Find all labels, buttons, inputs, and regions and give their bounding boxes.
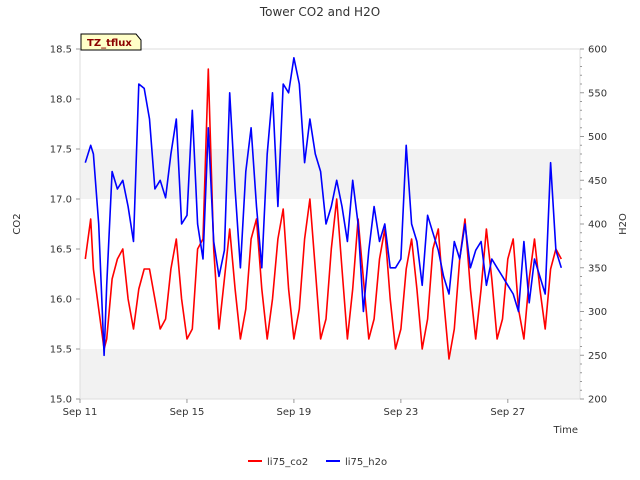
y-left-tick-label: 16.5 xyxy=(50,245,72,256)
legend: li75_co2 li75_h2o xyxy=(248,457,387,468)
series-line-li75_co2 xyxy=(84,68,563,360)
y-right-tick-label: 600 xyxy=(588,45,607,56)
legend-label-h2o: li75_h2o xyxy=(345,457,387,468)
y-left-tick-label: 15.0 xyxy=(50,395,72,406)
y-left-tick-label: 16.0 xyxy=(50,295,72,306)
badge-label: TZ_tflux xyxy=(87,38,132,49)
y-right-tick-label: 550 xyxy=(588,88,607,99)
y-right-tick-label: 350 xyxy=(588,263,607,274)
grid-band xyxy=(80,349,580,399)
grid-bands xyxy=(80,49,580,399)
tz-badge: TZ_tflux xyxy=(80,33,142,51)
y-right-tick-label: 450 xyxy=(588,176,607,187)
legend-label-co2: li75_co2 xyxy=(267,457,308,468)
y-axis-right-title: H2O xyxy=(618,213,629,235)
y-right-tick-label: 500 xyxy=(588,132,607,143)
grid-band xyxy=(80,49,580,99)
badge-shape xyxy=(80,33,142,51)
y-left-tick-label: 18.5 xyxy=(50,45,72,56)
series-line-li75_h2o xyxy=(84,56,563,357)
x-tick-label: Sep 11 xyxy=(63,407,98,418)
y-left-tick-label: 15.5 xyxy=(50,345,72,356)
left-axis: 15.0 15.5 16.0 16.5 17.0 17.5 18.0 18.5 xyxy=(50,45,80,406)
y-right-tick-label: 400 xyxy=(588,220,607,231)
y-left-tick-label: 17.5 xyxy=(50,145,72,156)
y-right-tick-label: 200 xyxy=(588,395,607,406)
x-axis: Sep 11 Sep 15 Sep 19 Sep 23 Sep 27 xyxy=(63,399,525,418)
y-axis-left-title: CO2 xyxy=(12,213,23,234)
x-tick-label: Sep 19 xyxy=(277,407,312,418)
y-right-tick-label: 300 xyxy=(588,307,607,318)
chart-title: Tower CO2 and H2O xyxy=(259,5,380,19)
y-left-tick-label: 18.0 xyxy=(50,95,72,106)
x-tick-label: Sep 27 xyxy=(490,407,525,418)
series-layer xyxy=(84,56,563,360)
x-tick-label: Sep 23 xyxy=(383,407,418,418)
right-axis: 200 250 300 350 400 450 500 550 600 xyxy=(580,45,607,406)
plot-frame xyxy=(79,48,581,400)
y-left-tick-label: 17.0 xyxy=(50,195,72,206)
x-tick-label: Sep 15 xyxy=(170,407,205,418)
x-axis-title: Time xyxy=(553,425,578,436)
grid-band xyxy=(80,149,580,199)
y-right-tick-label: 250 xyxy=(588,351,607,362)
